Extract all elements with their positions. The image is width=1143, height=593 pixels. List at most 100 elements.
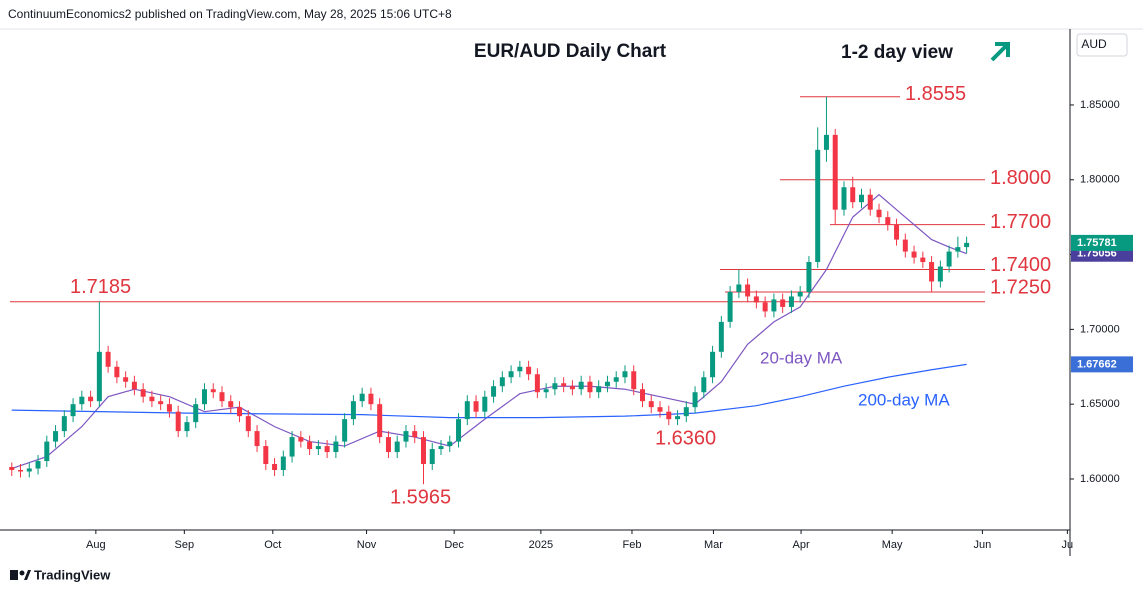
y-tick-label: 1.80000 <box>1080 174 1120 186</box>
x-tick-label: Oct <box>264 539 281 551</box>
candle-body <box>35 461 41 469</box>
candle-body <box>53 431 59 442</box>
candle-body <box>920 257 926 263</box>
x-tick-label: Mar <box>704 539 723 551</box>
candle-body <box>403 431 409 442</box>
candle-body <box>911 251 917 258</box>
candle-body <box>263 446 269 465</box>
candle-body <box>850 187 856 203</box>
level-label: 1.7700 <box>990 211 1051 233</box>
candle-body <box>420 437 426 465</box>
moving-average-line <box>11 363 967 419</box>
candle-body <box>517 366 523 372</box>
candle-body <box>26 468 32 472</box>
x-tick-label: Ju <box>1062 539 1074 551</box>
candle-body <box>219 392 225 402</box>
candle-body <box>377 404 383 438</box>
candle-body <box>771 299 777 312</box>
x-tick-label: Jun <box>974 539 992 551</box>
candle-body <box>587 381 593 393</box>
candle-body <box>552 383 558 390</box>
y-tick-label: 1.70000 <box>1080 323 1120 335</box>
candle-body <box>823 134 829 150</box>
candle-body <box>228 401 234 408</box>
candle-body <box>613 377 619 382</box>
currency-box[interactable] <box>1076 33 1128 57</box>
candle-body <box>61 416 67 432</box>
candle-body <box>604 381 610 387</box>
candle-body <box>9 467 15 471</box>
candle-body <box>368 393 374 405</box>
chart-title: EUR/AUD Daily Chart <box>474 41 667 62</box>
candle-body <box>683 407 689 417</box>
y-tick-label: 1.85000 <box>1080 99 1120 111</box>
level-label: 1.7250 <box>990 276 1051 298</box>
candle-body <box>885 217 891 225</box>
low-annotation: 1.5965 <box>390 487 451 509</box>
currency-label: AUD <box>1081 37 1107 51</box>
candle-body <box>543 389 549 393</box>
x-tick-label: Nov <box>357 539 377 551</box>
low-annotation: 1.6360 <box>655 427 716 449</box>
candle-body <box>333 441 339 453</box>
candle-body <box>964 242 970 248</box>
candle-body <box>561 383 567 387</box>
candle-body <box>96 351 102 402</box>
candle-body <box>745 284 751 297</box>
candle-body <box>569 386 575 390</box>
price-tag-label: 1.67662 <box>1077 358 1117 370</box>
candle-body <box>876 209 882 218</box>
candle-body <box>482 396 488 412</box>
candle-body <box>412 431 418 438</box>
candle-body <box>657 407 663 412</box>
candle-body <box>79 396 85 405</box>
candle-body <box>324 446 330 453</box>
candle-body <box>639 389 645 402</box>
candle-body <box>342 419 348 442</box>
candle-body <box>385 437 391 453</box>
candle-body <box>114 366 120 378</box>
up-arrow-icon <box>990 42 1010 62</box>
candle-body <box>648 401 654 408</box>
x-tick-label: Sep <box>175 539 195 551</box>
candle-body <box>937 266 943 282</box>
candle-body <box>245 416 251 432</box>
price-tag <box>1071 356 1133 373</box>
candle-body <box>578 381 584 390</box>
candle-body <box>929 262 935 282</box>
x-tick-label: May <box>882 539 903 551</box>
candle-body <box>491 386 497 397</box>
candle-body <box>184 422 190 432</box>
candle-body <box>718 321 724 352</box>
candle-body <box>254 431 260 447</box>
candle-body <box>438 446 444 450</box>
brand-logo <box>10 570 31 580</box>
price-tag-label: 1.75781 <box>1077 237 1117 249</box>
candle-body <box>902 239 908 252</box>
candle-body <box>307 441 313 450</box>
candle-body <box>298 437 304 442</box>
candle-body <box>175 411 181 432</box>
candle-body <box>806 262 812 292</box>
candle-body <box>166 404 172 412</box>
candle-body <box>359 393 365 402</box>
candle-body <box>832 134 838 210</box>
candle-body <box>753 296 759 303</box>
candle-body <box>788 296 794 307</box>
candle-body <box>815 149 821 263</box>
candle-body <box>508 371 514 378</box>
candle-body <box>237 407 243 417</box>
candle-body <box>464 401 470 420</box>
candle-body <box>394 441 400 453</box>
moving-average-label: 20-day MA <box>760 348 843 367</box>
candle-body <box>44 441 50 462</box>
candle-body <box>894 224 900 240</box>
candle-body <box>701 377 707 393</box>
candle-body <box>841 187 847 210</box>
candle-body <box>859 194 865 203</box>
y-tick-label: 1.60000 <box>1080 473 1120 485</box>
candle-body <box>762 302 768 312</box>
candle-body <box>272 464 278 471</box>
candle-body <box>429 449 435 465</box>
